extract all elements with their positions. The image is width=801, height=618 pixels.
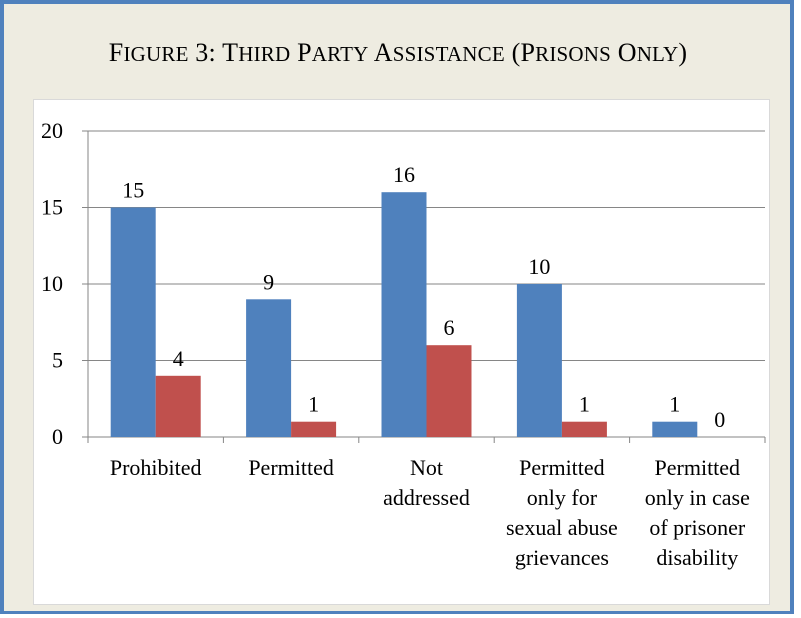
x-tick-label: disability bbox=[656, 545, 738, 570]
data-label: 9 bbox=[263, 269, 274, 294]
x-tick-label: addressed bbox=[383, 485, 470, 510]
bar bbox=[652, 421, 698, 437]
y-tick-label: 0 bbox=[52, 424, 63, 449]
title-part: ) bbox=[678, 38, 688, 67]
title-part: O bbox=[611, 38, 637, 67]
y-tick-label: 15 bbox=[41, 195, 63, 220]
x-tick-label: only for bbox=[527, 485, 598, 510]
bar bbox=[110, 207, 156, 437]
title-part: 3: T bbox=[188, 38, 239, 67]
title-part: RISONS bbox=[535, 42, 611, 66]
bar bbox=[155, 375, 201, 437]
x-tick-label: only in case bbox=[645, 485, 750, 510]
bar bbox=[516, 284, 562, 437]
data-label: 1 bbox=[308, 392, 319, 417]
data-label: 6 bbox=[444, 315, 455, 340]
data-label: 10 bbox=[528, 254, 550, 279]
bar bbox=[426, 345, 472, 437]
x-tick-label: Not bbox=[410, 455, 443, 480]
data-label: 4 bbox=[173, 346, 184, 371]
data-label: 16 bbox=[393, 162, 415, 187]
bar bbox=[246, 299, 292, 437]
title-part: IGURE bbox=[123, 42, 189, 66]
data-label: 15 bbox=[122, 178, 144, 203]
x-tick-label: Permitted bbox=[519, 455, 605, 480]
x-tick-label: Permitted bbox=[655, 455, 741, 480]
y-tick-label: 10 bbox=[41, 271, 63, 296]
bar bbox=[381, 192, 427, 437]
data-label: 1 bbox=[579, 392, 590, 417]
bar bbox=[561, 421, 607, 437]
title-part: A bbox=[368, 38, 393, 67]
x-tick-label: Permitted bbox=[248, 455, 334, 480]
figure-title: FIGURE 3: THIRD PARTY ASSISTANCE (PRISON… bbox=[4, 38, 792, 68]
title-part: ARTY bbox=[311, 42, 369, 66]
title-part: F bbox=[108, 38, 124, 67]
title-part: NLY bbox=[636, 42, 679, 66]
data-label: 0 bbox=[714, 407, 725, 432]
x-tick-label: sexual abuse bbox=[506, 515, 618, 540]
title-part: (P bbox=[504, 38, 536, 67]
y-tick-label: 20 bbox=[41, 118, 63, 143]
title-part: HIRD bbox=[238, 42, 291, 66]
x-tick-label: Prohibited bbox=[110, 455, 202, 480]
x-tick-label: grievances bbox=[515, 545, 609, 570]
x-tick-label: of prisoner bbox=[649, 515, 746, 540]
bar bbox=[291, 421, 337, 437]
y-tick-label: 5 bbox=[52, 348, 63, 373]
title-part: SSISTANCE bbox=[392, 42, 505, 66]
title-part: P bbox=[290, 38, 312, 67]
data-label: 1 bbox=[669, 392, 680, 417]
